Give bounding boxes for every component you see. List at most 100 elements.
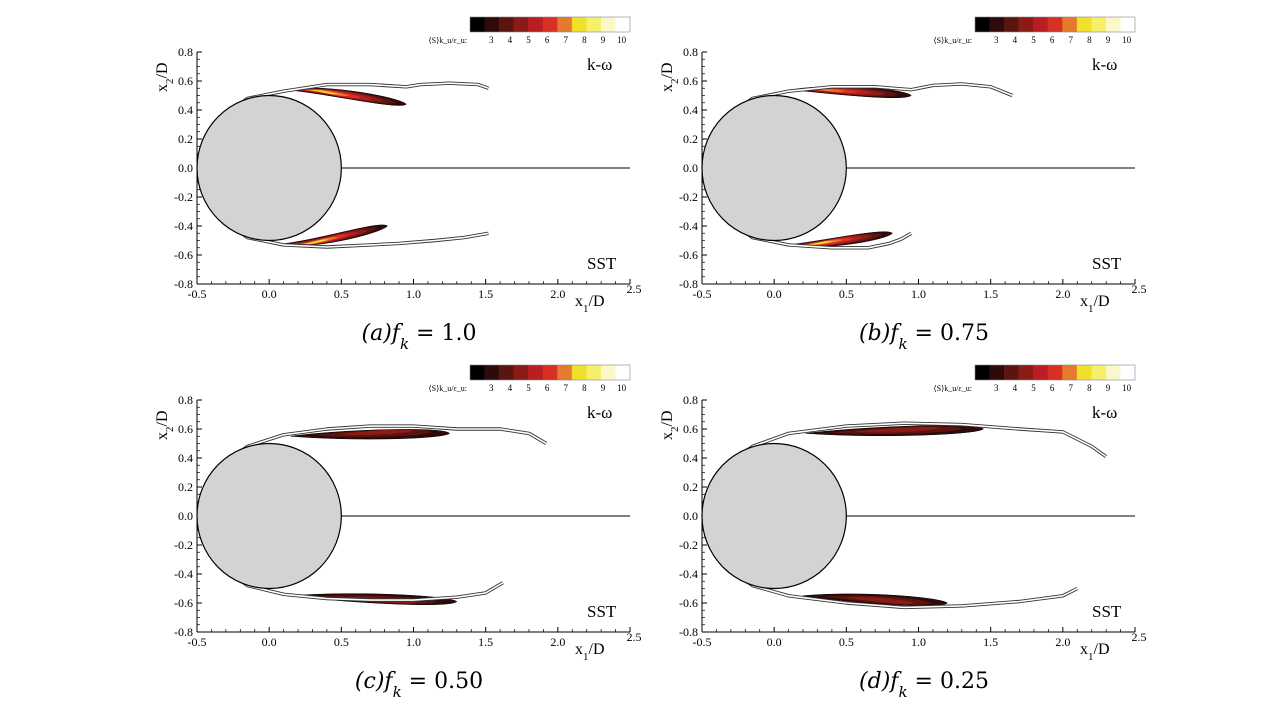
- colorbar-tick-label: 5: [526, 35, 531, 45]
- contour-region-top: [286, 87, 407, 106]
- colorbar-swatch: [1033, 17, 1049, 32]
- x-tick-label: 1.5: [983, 635, 998, 649]
- x-tick-label: 2.5: [1132, 630, 1147, 644]
- colorbar-swatch: [528, 17, 544, 32]
- colorbar-frame: [469, 16, 631, 33]
- model-tag-bottom: SST: [587, 254, 617, 273]
- x-tick-label: 0.0: [767, 287, 782, 301]
- colorbar-swatch: [470, 365, 485, 380]
- colorbar-tick-label: 9: [601, 35, 606, 45]
- x-tick-label: 0.5: [334, 635, 349, 649]
- colorbar-tick-label: 10: [1122, 35, 1132, 45]
- x-tick-label: 0.5: [334, 287, 349, 301]
- colorbar-tick-label: 9: [1106, 35, 1111, 45]
- model-tag-bottom: SST: [587, 602, 617, 621]
- colorbar-swatch: [615, 365, 631, 380]
- x-tick-label: 1.0: [911, 635, 926, 649]
- colorbar-swatch: [499, 365, 514, 380]
- colorbar-swatch: [989, 17, 1005, 32]
- y-tick-label: -0.8: [174, 277, 193, 291]
- colorbar-swatch: [1062, 17, 1078, 32]
- colorbar-swatch: [989, 365, 1005, 380]
- colorbar-tick-label: 8: [1087, 35, 1092, 45]
- colorbar-swatch: [1047, 365, 1063, 380]
- x-tick-label: 2.0: [550, 287, 565, 301]
- x-tick-label: 0.5: [839, 287, 854, 301]
- y-tick-label: 0.2: [683, 132, 698, 146]
- x-tick-label: -0.5: [693, 635, 712, 649]
- y-tick-label: 0.8: [178, 45, 193, 59]
- colorbar-tick-label: 7: [564, 35, 569, 45]
- x-tick-label: 1.0: [911, 287, 926, 301]
- y-tick-label: -0.8: [679, 625, 698, 639]
- x-tick-label: -0.5: [188, 287, 207, 301]
- y-tick-label: -0.6: [174, 596, 193, 610]
- colorbar-tick-label: 7: [564, 383, 569, 393]
- model-tag-top: k-ω: [1092, 55, 1117, 74]
- x-tick-label: 0.0: [262, 635, 277, 649]
- colorbar-label: ⟨S⟩k_u/ε_u:: [934, 384, 973, 393]
- colorbar-swatch: [1091, 17, 1107, 32]
- x-tick-label: 2.0: [1055, 287, 1070, 301]
- colorbar-swatch: [586, 365, 602, 380]
- y-tick-label: 0.4: [178, 451, 193, 465]
- y-tick-label: -0.2: [174, 538, 193, 552]
- x-tick-label: 2.5: [627, 282, 642, 296]
- colorbar-label: ⟨S⟩k_u/ε_u:: [934, 36, 973, 45]
- y-tick-label: -0.6: [679, 596, 698, 610]
- y-axis-label: x2/D: [154, 63, 176, 93]
- y-tick-label: 0.8: [178, 393, 193, 407]
- y-tick-label: 0.0: [683, 161, 698, 175]
- model-tag-top: k-ω: [1092, 403, 1117, 422]
- panel-d: ⟨S⟩k_u/ε_u: 3 4 5 6 7 8 9 10 0.8 0.6 0.4 0.2 0.0 -0.2 -…: [659, 364, 1147, 701]
- x-tick-label: 1.5: [983, 287, 998, 301]
- colorbar-frame: [974, 364, 1136, 381]
- model-tag-bottom: SST: [1092, 602, 1122, 621]
- colorbar-swatch: [484, 365, 500, 380]
- colorbar-swatch: [557, 365, 573, 380]
- colorbar-swatch: [975, 365, 990, 380]
- colorbar-swatch: [542, 365, 558, 380]
- x-tick-label: 0.5: [839, 635, 854, 649]
- panel-b: ⟨S⟩k_u/ε_u: 3 4 5 6 7 8 9 10 0.8 0.6 0.4 0.2 0.0 -0.2 -…: [659, 16, 1147, 353]
- x-tick-label: 1.5: [478, 287, 493, 301]
- colorbar-tick-label: 5: [1031, 35, 1036, 45]
- colorbar-label: ⟨S⟩k_u/ε_u:: [429, 36, 468, 45]
- colorbar-tick-label: 7: [1069, 383, 1074, 393]
- colorbar-swatch: [542, 17, 558, 32]
- colorbar-swatch: [586, 17, 602, 32]
- colorbar-tick-label: 3: [489, 35, 494, 45]
- y-tick-label: 0.6: [683, 422, 698, 436]
- y-tick-label: -0.6: [679, 248, 698, 262]
- colorbar-tick-label: 6: [1050, 383, 1055, 393]
- colorbar-tick-label: 9: [601, 383, 606, 393]
- contour-region-bottom: [280, 224, 388, 246]
- colorbar-swatch: [1105, 17, 1121, 32]
- colorbar-swatch: [1018, 365, 1034, 380]
- y-tick-label: 0.6: [178, 74, 193, 88]
- colorbar-tick-label: 6: [1050, 35, 1055, 45]
- colorbar: ⟨S⟩k_u/ε_u: 3 4 5 6 7 8 9 10: [934, 16, 1136, 45]
- colorbar-swatch: [513, 17, 529, 32]
- colorbar-tick-label: 10: [617, 383, 627, 393]
- colorbar-swatch: [600, 365, 616, 380]
- cylinder: [196, 94, 342, 242]
- colorbar-swatch: [484, 17, 500, 32]
- contour-region-bottom: [788, 231, 893, 248]
- colorbar-swatch: [571, 17, 587, 32]
- y-tick-label: -0.4: [679, 219, 698, 233]
- x-tick-label: 0.0: [767, 635, 782, 649]
- x-tick-label: 1.0: [406, 635, 421, 649]
- y-axis-label: x2/D: [154, 411, 176, 441]
- colorbar: ⟨S⟩k_u/ε_u: 3 4 5 6 7 8 9 10: [934, 364, 1136, 393]
- x-tick-label: 1.0: [406, 287, 421, 301]
- model-tag-top: k-ω: [587, 55, 612, 74]
- colorbar-tick-label: 5: [1031, 383, 1036, 393]
- y-tick-label: 0.0: [178, 509, 193, 523]
- cylinder: [196, 442, 342, 590]
- colorbar-swatch: [1120, 17, 1136, 32]
- contour-region-top: [290, 429, 450, 440]
- y-tick-label: 0.8: [683, 393, 698, 407]
- contour-level-9: [809, 240, 834, 245]
